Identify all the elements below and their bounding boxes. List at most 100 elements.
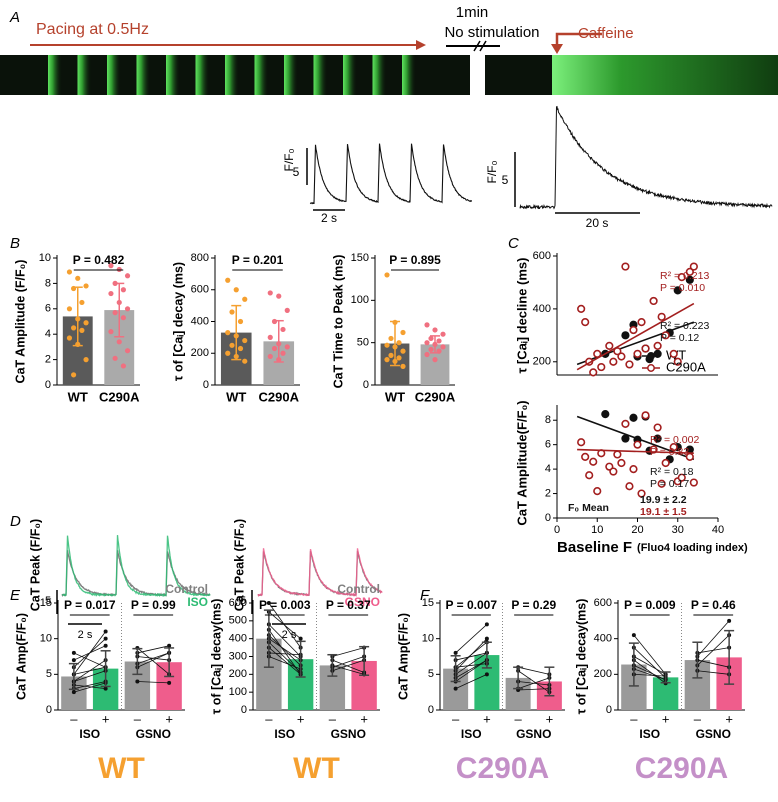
p-value: P = 0.201 — [232, 253, 284, 267]
data-point — [577, 438, 586, 447]
data-point — [229, 342, 235, 348]
pair-line — [73, 681, 106, 689]
x-tick-label: WT — [68, 389, 88, 404]
pair-line — [73, 666, 106, 675]
pair-line — [332, 659, 365, 672]
pair-line — [73, 682, 106, 693]
data-point — [267, 334, 273, 340]
p-value: P = 0.003 — [259, 598, 311, 612]
x-tick-label: + — [546, 711, 554, 726]
data-point — [120, 287, 126, 293]
data-point — [388, 352, 394, 358]
y-tick-label: 0 — [203, 379, 209, 391]
y-tick-label: 8 — [45, 277, 51, 289]
y-tick-label: 10 — [39, 252, 51, 264]
data-point — [629, 465, 638, 474]
trace-ylabel: F/F₀ — [282, 148, 296, 171]
pair-line — [697, 659, 730, 668]
y-tick-label: 6 — [545, 439, 551, 451]
legend-label: Control — [337, 582, 380, 596]
data-point — [436, 338, 442, 344]
data-point — [661, 458, 670, 468]
calcium-band — [48, 55, 62, 95]
scale-label: 5 — [240, 595, 246, 607]
treated-trace — [61, 535, 211, 598]
y-tick-label: 400 — [229, 633, 247, 645]
y-tick-label: 2 — [45, 354, 51, 366]
data-point — [225, 277, 231, 283]
y-tick-label: 500 — [229, 615, 247, 627]
x-tick-label: – — [134, 711, 142, 726]
legend-label: Control — [165, 582, 208, 596]
calcium-band — [195, 55, 210, 95]
trace-ylabel: F/F₀ — [485, 160, 499, 183]
y-tick-label: 5 — [46, 668, 52, 680]
x-tick-label: + — [360, 711, 368, 726]
data-point — [242, 337, 248, 344]
data-point — [669, 349, 678, 358]
annotation: 19.9 ± 2.2 — [640, 494, 687, 506]
group-label: ISO — [639, 727, 660, 741]
data-point — [677, 273, 686, 282]
fit-line — [576, 302, 695, 371]
data-point — [633, 349, 642, 358]
data-point — [484, 672, 489, 677]
data-point — [589, 457, 598, 466]
x-tick-label: – — [515, 711, 523, 726]
p-value: P = 0.46 — [691, 598, 736, 612]
p-value: P = 0.017 — [64, 598, 116, 612]
data-point — [637, 489, 646, 498]
pair-line — [73, 670, 106, 682]
pacing-trace — [309, 143, 472, 205]
p-value: P = 0.29 — [511, 598, 556, 612]
pair-line — [697, 670, 730, 675]
y-axis-label: CaT Amp(F/F₀) — [396, 613, 410, 700]
group-label: ISO — [461, 727, 482, 741]
genotype-label: WT — [98, 752, 145, 785]
data-point — [284, 307, 290, 313]
panel-label: A — [9, 9, 20, 26]
x-tick-label: 40 — [712, 524, 724, 536]
y-axis-label: τ of [Caᵢ] decay(ms) — [209, 599, 223, 715]
annotation: P = 0.010 — [660, 282, 705, 294]
pair-line — [137, 681, 170, 684]
arrow-head — [416, 40, 426, 50]
data-point — [621, 262, 630, 271]
treated-trace — [257, 548, 383, 597]
data-point — [396, 355, 402, 361]
pair-line — [268, 638, 301, 661]
data-point — [388, 335, 394, 342]
pair-line — [633, 656, 666, 675]
data-point — [613, 450, 622, 459]
caffeine-signal — [552, 55, 778, 95]
x-tick-label: – — [630, 711, 638, 726]
data-point — [453, 686, 458, 691]
calcium-band — [107, 55, 121, 95]
data-point — [432, 357, 438, 363]
data-point — [484, 636, 489, 641]
x-tick-label: + — [662, 711, 670, 726]
y-tick-label: 200 — [191, 347, 209, 359]
data-point — [280, 326, 286, 333]
pair-line — [268, 602, 301, 648]
pair-line — [455, 673, 488, 689]
y-tick-label: 200 — [594, 668, 612, 680]
data-point — [673, 286, 682, 295]
data-point — [108, 263, 114, 269]
y-tick-label: 0 — [363, 379, 369, 391]
data-point — [400, 363, 406, 369]
data-point — [428, 346, 434, 353]
y-axis-label: τ of [Caᵢ] decay (ms) — [171, 262, 185, 381]
data-point — [633, 440, 642, 449]
data-point — [453, 650, 458, 655]
data-point — [669, 443, 678, 452]
fit-line — [577, 448, 694, 455]
genotype-label: C290A — [456, 752, 549, 785]
data-point — [653, 423, 662, 432]
y-axis-label: CaT Amp(F/F₀) — [14, 613, 28, 700]
data-point — [124, 348, 131, 354]
calcium-band — [166, 55, 180, 95]
data-point — [685, 267, 694, 276]
y-tick-label: 50 — [357, 337, 369, 349]
group-label: GSNO — [696, 727, 731, 741]
